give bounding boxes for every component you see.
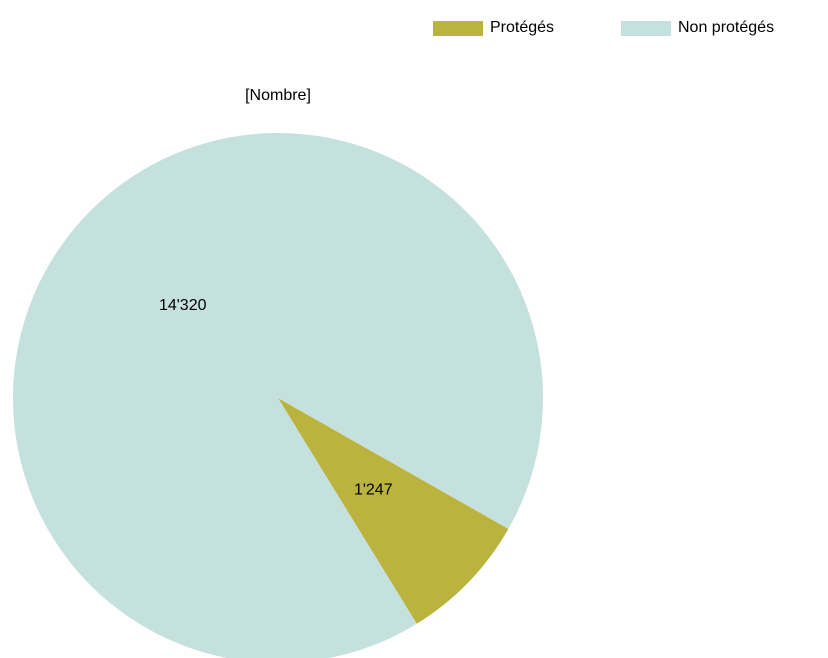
legend-swatch bbox=[433, 21, 483, 36]
legend-swatch bbox=[621, 21, 671, 36]
pie-slice bbox=[13, 133, 543, 658]
legend-label: Non protégés bbox=[678, 19, 774, 36]
chart-title: [Nombre] bbox=[245, 87, 311, 104]
legend-label: Protégés bbox=[490, 19, 554, 36]
data-label: 14'320 bbox=[159, 297, 207, 314]
data-label: 1'247 bbox=[354, 481, 393, 498]
pie-slice bbox=[278, 398, 509, 624]
